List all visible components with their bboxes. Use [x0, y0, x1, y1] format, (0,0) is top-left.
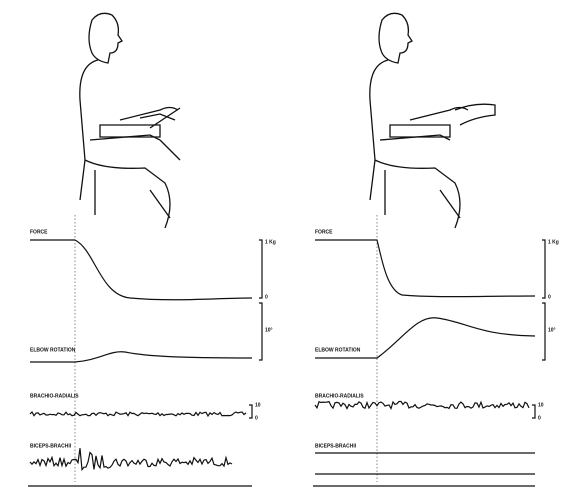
trace-label: ELBOW ROTATION [315, 347, 361, 353]
scale-label: 1 Kg [548, 239, 559, 245]
trace-label: BICEPS-BRACHII [315, 443, 357, 449]
trace-label: FORCE [315, 229, 333, 235]
scale-label: 0 [255, 415, 258, 421]
scale-label: 0 [265, 294, 268, 300]
trace-label: BICEPS-BRACHII [30, 443, 72, 449]
scale-label: 10 [255, 402, 261, 408]
scale-label: 10 [538, 402, 544, 408]
scale-label: 10° [548, 327, 556, 333]
trace-label: FORCE [30, 229, 48, 235]
trace-label: ELBOW ROTATION [30, 347, 76, 353]
scale-label: 0 [548, 294, 551, 300]
scale-label: 1 Kg [265, 239, 276, 245]
trace-label: BRACHIO-RADIALIS [315, 393, 364, 399]
figure: FORCE ELBOW ROTATION BRACHIO-RADIALIS BICEP… [0, 0, 561, 490]
background [0, 0, 561, 490]
scale-label: 10° [265, 327, 273, 333]
scale-label: 0 [538, 415, 541, 421]
trace-label: BRACHIO-RADIALIS [30, 393, 79, 399]
